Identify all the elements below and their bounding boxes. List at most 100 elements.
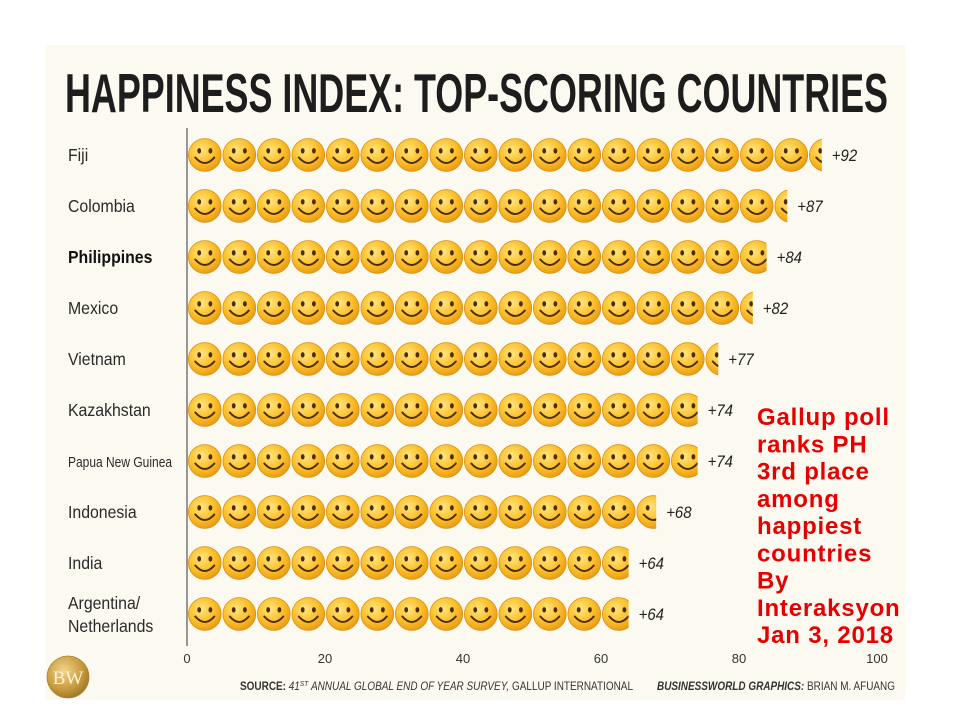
smiley-icon <box>739 189 774 223</box>
smiley-icon <box>463 444 498 478</box>
smiley-icon <box>256 138 291 172</box>
x-tick-label: 40 <box>456 651 470 666</box>
smiley-icon <box>360 342 395 376</box>
smiley-icon <box>256 240 291 274</box>
smiley-icon <box>429 342 464 376</box>
smiley-icon <box>325 495 360 529</box>
data-label-india: +64 <box>639 555 664 573</box>
smiley-icon <box>187 495 222 529</box>
smiley-icon <box>256 189 291 223</box>
data-label-fiji: +92 <box>832 147 857 165</box>
smiley-icon <box>567 495 602 529</box>
smiley-icon <box>325 393 360 427</box>
smiley-icon <box>463 138 498 172</box>
smiley-icon <box>256 444 291 478</box>
data-label-philippines: +84 <box>777 249 802 267</box>
smiley-icon <box>567 546 602 580</box>
smiley-icon <box>256 495 291 529</box>
smiley-icon <box>498 138 533 172</box>
graphics-credit: BUSINESSWORLD GRAPHICS: BRIAN M. AFUANG <box>657 681 895 693</box>
smiley-icon <box>567 444 602 478</box>
category-label-indonesia: Indonesia <box>68 502 137 522</box>
smiley-icon <box>567 342 602 376</box>
annotation-line: Gallup poll <box>757 404 890 431</box>
smiley-icon <box>498 495 533 529</box>
smiley-icon <box>360 597 395 631</box>
smiley-icon <box>498 597 533 631</box>
smiley-icon <box>360 291 395 325</box>
smiley-icon <box>739 138 774 172</box>
smiley-icon <box>636 189 671 223</box>
category-label-papua-new-guinea: Papua New Guinea <box>68 454 172 471</box>
smiley-icon <box>325 240 360 274</box>
smiley-icon <box>256 597 291 631</box>
smiley-icon <box>636 342 671 376</box>
smiley-icon <box>498 189 533 223</box>
category-label-kazakhstan: Kazakhstan <box>68 400 151 420</box>
data-label-vietnam: +77 <box>728 351 754 369</box>
smiley-icon <box>394 291 429 325</box>
smiley-icon <box>498 444 533 478</box>
smiley-icon <box>601 444 636 478</box>
smiley-icon <box>532 546 567 580</box>
smiley-icon <box>187 291 222 325</box>
smiley-icon <box>429 597 464 631</box>
smiley-icon <box>636 138 671 172</box>
smiley-icon <box>532 495 567 529</box>
smiley-icon <box>670 291 705 325</box>
smiley-icon <box>532 342 567 376</box>
smiley-icon <box>222 189 257 223</box>
smiley-icon <box>670 342 705 376</box>
bar-philippines <box>187 240 767 274</box>
annotation-line: ranks PH <box>757 431 867 458</box>
bar-papua-new-guinea <box>187 444 698 478</box>
smiley-icon <box>222 291 257 325</box>
x-tick-label: 60 <box>594 651 608 666</box>
data-label-indonesia: +68 <box>666 504 691 522</box>
annotation-line: countries <box>757 540 872 567</box>
smiley-icon <box>325 138 360 172</box>
smiley-icon <box>567 189 602 223</box>
smiley-icon <box>187 342 222 376</box>
smiley-icon <box>256 546 291 580</box>
data-labels: +92 +87 +84 +82 +77 +74 +74 +68 +64 +64 <box>639 147 858 624</box>
smiley-icon <box>394 342 429 376</box>
category-label-vietnam: Vietnam <box>68 349 126 369</box>
logo-seal <box>46 655 90 699</box>
smiley-icon <box>222 138 257 172</box>
smiley-icon <box>222 393 257 427</box>
annotation-line: By <box>757 568 789 595</box>
smiley-icon <box>463 546 498 580</box>
smiley-icon <box>360 444 395 478</box>
smiley-icon <box>532 240 567 274</box>
smiley-icon <box>256 291 291 325</box>
source-survey: ANNUAL GLOBAL END OF YEAR SURVEY, <box>310 681 509 693</box>
smiley-icon <box>222 597 257 631</box>
smiley-icon <box>187 189 222 223</box>
bar-mexico <box>187 291 753 325</box>
smiley-icon <box>325 291 360 325</box>
smiley-icon <box>601 342 636 376</box>
smiley-icon <box>394 240 429 274</box>
source-label: SOURCE: <box>240 681 286 693</box>
smiley-icon <box>705 189 740 223</box>
smiley-icon <box>394 546 429 580</box>
x-axis-tick-labels: 0 20 40 60 80 100 <box>183 651 887 666</box>
smiley-icon <box>601 393 636 427</box>
smiley-icon <box>463 342 498 376</box>
smiley-icon <box>601 291 636 325</box>
smiley-icon <box>291 342 326 376</box>
smiley-icon <box>256 342 291 376</box>
smiley-icon <box>532 189 567 223</box>
smiley-icon <box>705 291 740 325</box>
smiley-icon <box>222 546 257 580</box>
smiley-icon <box>463 393 498 427</box>
category-label-colombia: Colombia <box>68 196 135 216</box>
smiley-icon <box>463 291 498 325</box>
annotation-line: among <box>757 486 840 513</box>
smiley-icon <box>567 240 602 274</box>
smiley-icon <box>325 189 360 223</box>
smiley-icon <box>567 291 602 325</box>
smiley-icon <box>498 291 533 325</box>
annotation-line: 3rd place <box>757 459 870 486</box>
